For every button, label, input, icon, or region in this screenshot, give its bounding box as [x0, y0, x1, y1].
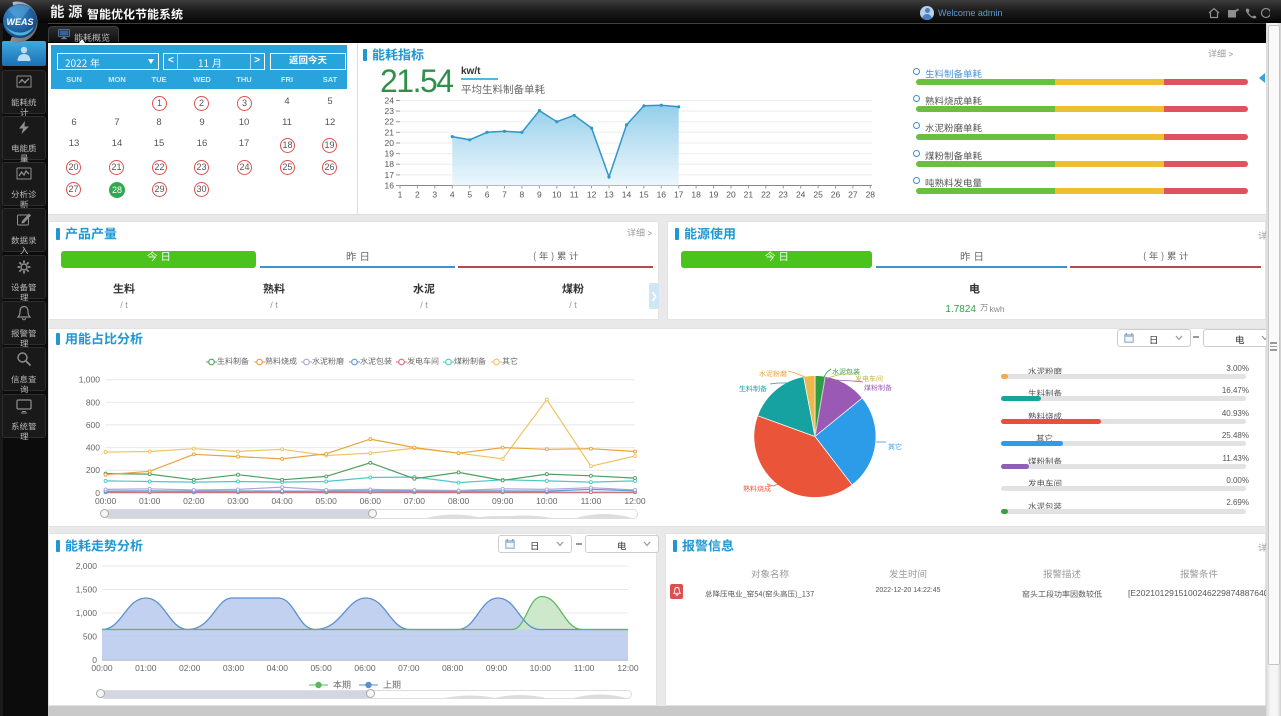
- svg-text:17: 17: [674, 190, 684, 200]
- svg-text:1,500: 1,500: [76, 585, 98, 595]
- svg-text:26: 26: [831, 190, 841, 200]
- svg-text:600: 600: [86, 420, 100, 430]
- svg-text:1,000: 1,000: [76, 608, 98, 618]
- svg-text:14: 14: [622, 190, 632, 200]
- svg-text:00:00: 00:00: [91, 663, 113, 673]
- svg-text:07:00: 07:00: [404, 496, 426, 506]
- svg-text:05:00: 05:00: [316, 496, 338, 506]
- svg-text:0: 0: [92, 655, 97, 665]
- svg-text:3: 3: [432, 190, 437, 200]
- svg-text:22: 22: [385, 117, 395, 127]
- svg-text:20: 20: [726, 190, 736, 200]
- svg-text:08:00: 08:00: [448, 496, 470, 506]
- svg-text:09:00: 09:00: [486, 663, 508, 673]
- svg-text:03:00: 03:00: [223, 663, 245, 673]
- svg-text:15: 15: [639, 190, 649, 200]
- svg-text:10:00: 10:00: [530, 663, 552, 673]
- svg-text:1,000: 1,000: [79, 375, 101, 385]
- svg-text:04:00: 04:00: [267, 663, 289, 673]
- svg-text:9: 9: [537, 190, 542, 200]
- svg-text:2: 2: [415, 190, 420, 200]
- svg-text:21: 21: [385, 127, 395, 137]
- svg-text:09:00: 09:00: [492, 496, 514, 506]
- svg-text:08:00: 08:00: [442, 663, 464, 673]
- svg-text:12:00: 12:00: [624, 496, 646, 506]
- svg-text:16: 16: [385, 181, 395, 191]
- svg-text:04:00: 04:00: [271, 496, 293, 506]
- svg-text:02:00: 02:00: [183, 496, 205, 506]
- svg-text:24: 24: [385, 96, 395, 106]
- svg-text:10: 10: [552, 190, 562, 200]
- svg-text:6: 6: [485, 190, 490, 200]
- svg-text:12: 12: [587, 190, 597, 200]
- svg-text:23: 23: [385, 106, 395, 116]
- svg-text:13: 13: [604, 190, 614, 200]
- svg-text:05:00: 05:00: [310, 663, 332, 673]
- svg-text:16: 16: [657, 190, 667, 200]
- svg-text:1: 1: [398, 190, 403, 200]
- svg-text:4: 4: [450, 190, 455, 200]
- svg-text:500: 500: [83, 632, 97, 642]
- svg-text:23: 23: [778, 190, 788, 200]
- svg-text:03:00: 03:00: [227, 496, 249, 506]
- svg-text:06:00: 06:00: [354, 663, 376, 673]
- svg-text:5: 5: [467, 190, 472, 200]
- svg-text:11: 11: [570, 190, 579, 200]
- svg-text:10:00: 10:00: [536, 496, 558, 506]
- svg-text:11:00: 11:00: [574, 663, 595, 673]
- svg-text:00:00: 00:00: [95, 496, 117, 506]
- svg-text:07:00: 07:00: [398, 663, 420, 673]
- svg-text:2,000: 2,000: [76, 561, 98, 571]
- svg-text:22: 22: [761, 190, 771, 200]
- svg-text:28: 28: [866, 190, 876, 200]
- svg-text:02:00: 02:00: [179, 663, 201, 673]
- svg-text:17: 17: [385, 170, 395, 180]
- svg-text:01:00: 01:00: [135, 663, 157, 673]
- svg-text:200: 200: [86, 465, 100, 475]
- svg-text:20: 20: [385, 138, 395, 148]
- svg-text:800: 800: [86, 397, 100, 407]
- svg-text:0: 0: [95, 488, 100, 498]
- svg-text:19: 19: [709, 190, 719, 200]
- svg-text:18: 18: [385, 159, 395, 169]
- svg-text:24: 24: [796, 190, 806, 200]
- svg-text:7: 7: [502, 190, 507, 200]
- svg-text:01:00: 01:00: [139, 496, 161, 506]
- svg-text:18: 18: [691, 190, 701, 200]
- svg-text:WEAS: WEAS: [7, 17, 34, 27]
- svg-text:27: 27: [848, 190, 858, 200]
- svg-text:12:00: 12:00: [617, 663, 639, 673]
- svg-text:06:00: 06:00: [360, 496, 382, 506]
- svg-text:25: 25: [813, 190, 823, 200]
- svg-text:19: 19: [385, 149, 395, 159]
- svg-text:400: 400: [86, 443, 100, 453]
- svg-text:21: 21: [744, 190, 754, 200]
- svg-text:11:00: 11:00: [581, 496, 602, 506]
- svg-text:8: 8: [520, 190, 525, 200]
